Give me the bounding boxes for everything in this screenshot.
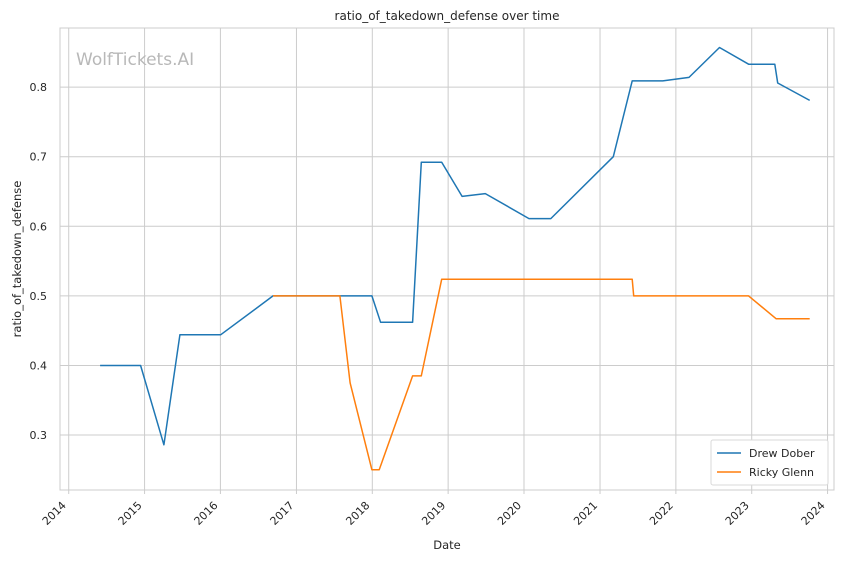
plot-area-frame bbox=[59, 27, 835, 491]
legend-items: Drew Dober Ricky Glenn bbox=[717, 447, 815, 479]
gridlines bbox=[60, 28, 834, 490]
chart-title: ratio_of_takedown_defense over time bbox=[335, 9, 560, 23]
y-tick-label: 0.6 bbox=[30, 220, 48, 233]
y-axis-ticks: 0.3 0.4 0.5 0.6 0.7 0.8 bbox=[30, 81, 48, 442]
watermark: WolfTickets.AI bbox=[76, 50, 194, 70]
series-line-0 bbox=[100, 46, 811, 446]
y-tick-label: 0.3 bbox=[30, 429, 48, 442]
series-line-1 bbox=[273, 278, 810, 471]
legend-label-1: Ricky Glenn bbox=[749, 466, 814, 479]
series-lines bbox=[100, 46, 811, 471]
y-tick-label: 0.8 bbox=[30, 81, 48, 94]
y-tick-label: 0.4 bbox=[30, 359, 48, 372]
legend-box bbox=[710, 439, 829, 486]
legend-label-0: Drew Dober bbox=[749, 447, 815, 460]
y-axis-title: ratio_of_takedown_defense bbox=[10, 181, 24, 338]
legend: Drew Dober Ricky Glenn bbox=[710, 439, 829, 486]
y-tick-label: 0.7 bbox=[30, 151, 48, 164]
y-tick-label: 0.5 bbox=[30, 290, 48, 303]
x-axis-title: Date bbox=[433, 538, 461, 552]
